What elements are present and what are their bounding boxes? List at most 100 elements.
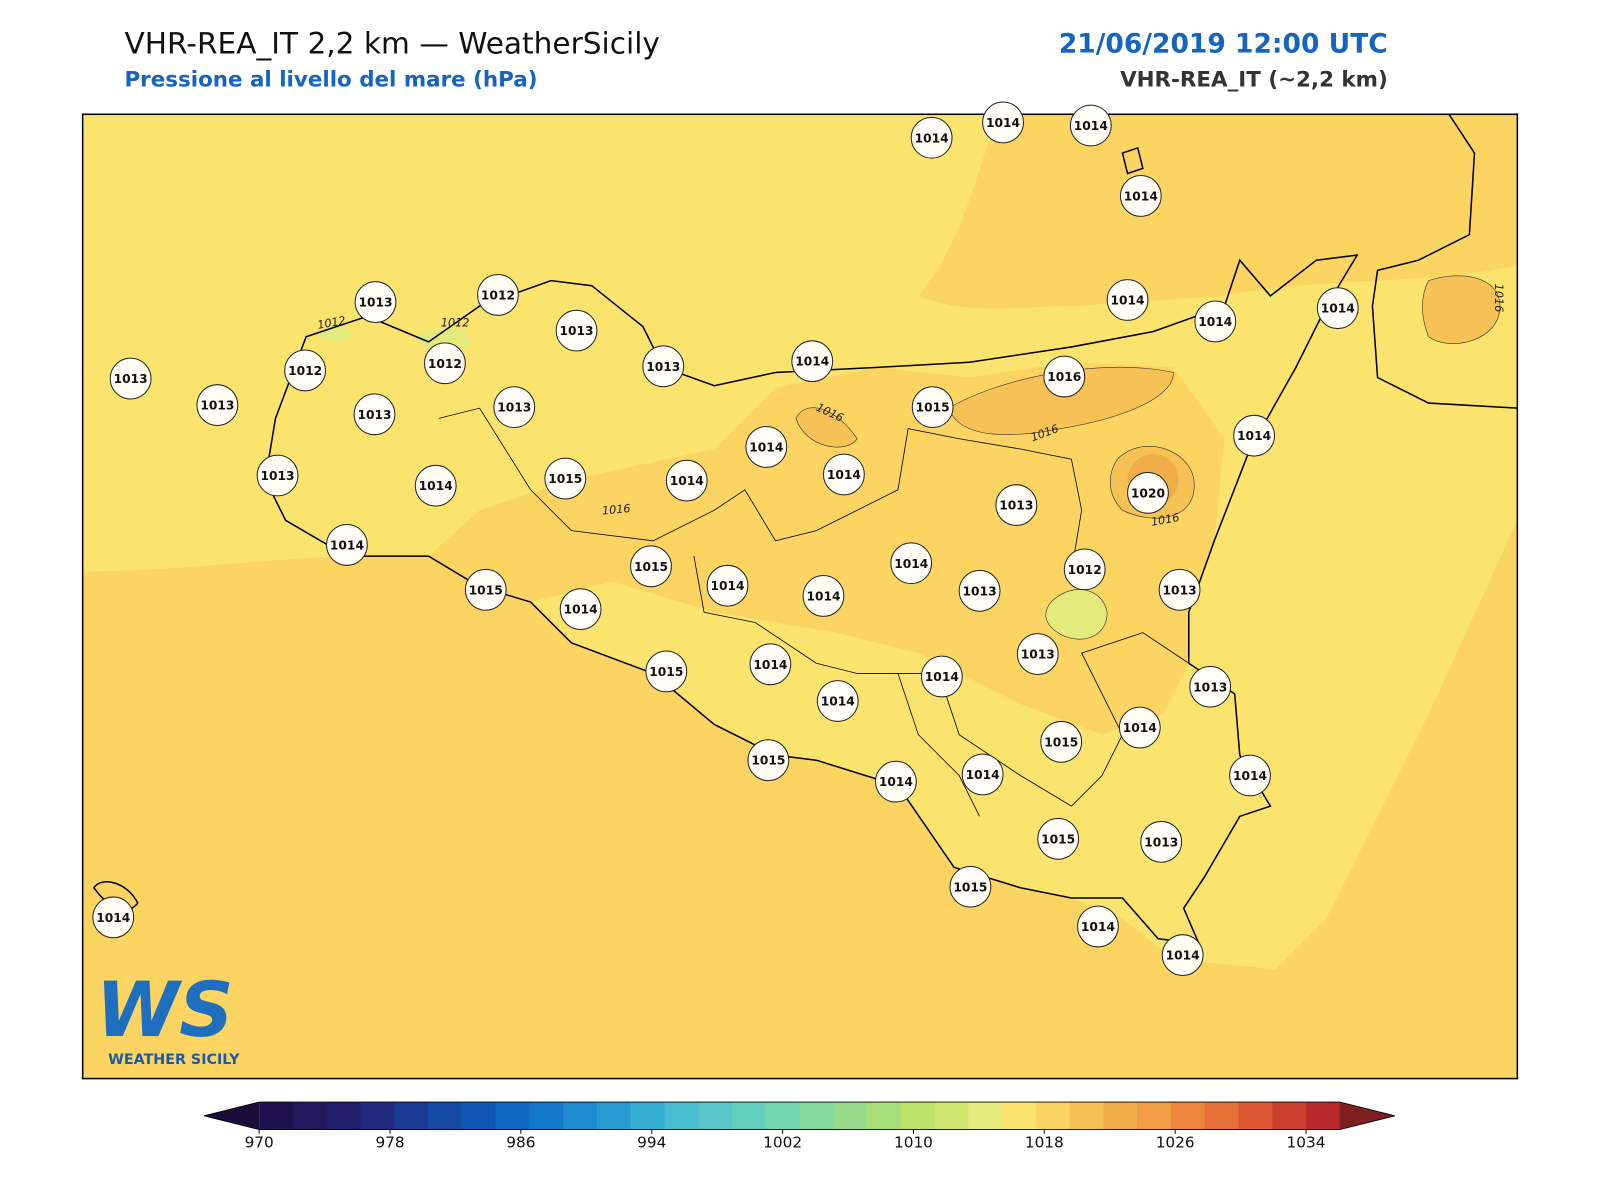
station-marker <box>353 393 396 436</box>
station-value: 1013 <box>114 372 148 386</box>
contour-label: 1016 <box>601 502 631 517</box>
station-value: 1020 <box>1131 486 1165 500</box>
station-value: 1013 <box>200 399 234 413</box>
station-value: 1013 <box>1021 648 1055 662</box>
station-value: 1013 <box>963 584 997 598</box>
subtitle: Pressione al livello del mare (hPa) <box>124 68 537 93</box>
colorbar-segment <box>968 1102 1003 1130</box>
colorbar-segment <box>1069 1102 1104 1130</box>
station-marker <box>1040 720 1083 763</box>
station-value: 1013 <box>646 360 680 374</box>
station-marker <box>1229 754 1271 797</box>
station-value: 1015 <box>953 880 987 894</box>
colorbar-tick-label: 1034 <box>1287 1133 1326 1151</box>
colorbar-extend-low <box>204 1102 260 1130</box>
station-marker <box>256 454 299 497</box>
station-value: 1012 <box>428 357 462 371</box>
colorbar-segment <box>292 1102 328 1130</box>
station-value: 1014 <box>419 479 453 493</box>
station-marker <box>1140 820 1183 863</box>
pressure-area <box>948 366 1174 435</box>
station-marker <box>109 357 152 400</box>
station-value: 1014 <box>749 440 783 454</box>
colorbar-tick-label: 978 <box>375 1133 404 1151</box>
colorbar-segment <box>529 1102 564 1130</box>
logo: WS WEATHER SICILY <box>96 966 240 1068</box>
colorbar-segment <box>461 1102 497 1130</box>
pressure-area <box>1422 275 1501 344</box>
station-marker <box>802 575 845 617</box>
station-marker <box>1194 300 1237 343</box>
station-value: 1012 <box>1068 563 1102 577</box>
station-marker <box>1158 568 1201 611</box>
station-marker <box>1063 548 1106 591</box>
station-value: 1014 <box>915 131 949 145</box>
station-value: 1014 <box>1124 189 1158 203</box>
station-value: 1015 <box>1041 832 1075 846</box>
logo-caption: WEATHER SICILY <box>108 1052 240 1068</box>
station-marker <box>920 655 963 698</box>
colorbar-segment <box>1272 1102 1307 1130</box>
pressure-area <box>795 407 858 448</box>
station-value: 1013 <box>999 499 1033 513</box>
map-frame <box>81 113 1519 1080</box>
station-value: 1013 <box>497 401 531 415</box>
colorbar-segment <box>1002 1102 1037 1130</box>
station-value: 1014 <box>564 603 598 617</box>
station-marker <box>911 386 954 429</box>
colorbar-tick-label: 1018 <box>1025 1133 1064 1151</box>
coastline <box>1121 146 1144 175</box>
station-value: 1014 <box>795 355 829 369</box>
contour-label: 1012 <box>316 314 346 332</box>
station-marker <box>464 568 507 611</box>
station-marker <box>1077 905 1119 948</box>
colorbar-segment <box>326 1102 362 1130</box>
title: VHR-REA_IT 2,2 km — WeatherSicily <box>124 26 659 60</box>
colorbar-segment <box>765 1102 800 1130</box>
station-value: 1014 <box>1233 769 1267 783</box>
colorbar-outline <box>203 1101 1395 1131</box>
colorbar-segment <box>394 1102 429 1130</box>
station-value: 1014 <box>827 468 861 482</box>
station-marker <box>1016 633 1059 675</box>
colorbar-segment <box>1204 1102 1239 1130</box>
colorbar-segment <box>1103 1102 1138 1130</box>
station-value: 1014 <box>894 557 928 571</box>
colorbar-segment <box>833 1102 868 1130</box>
station-value: 1015 <box>548 472 582 486</box>
station-marker <box>1118 706 1161 749</box>
station-value: 1014 <box>806 589 840 603</box>
pressure-area <box>918 114 1518 309</box>
station-marker <box>493 386 536 429</box>
station-value: 1013 <box>1163 583 1197 597</box>
station-value: 1013 <box>358 296 392 310</box>
station-value: 1015 <box>916 401 950 415</box>
station-value: 1014 <box>1237 429 1271 443</box>
colorbar-segment <box>698 1102 733 1130</box>
station-value: 1013 <box>1193 680 1227 694</box>
station-marker <box>1316 287 1359 330</box>
station-marker <box>747 739 790 782</box>
station-value: 1014 <box>96 911 130 925</box>
station-value: 1013 <box>357 408 391 422</box>
contour-label: 1016 <box>1492 284 1505 313</box>
station-marker <box>875 760 917 803</box>
colorbar: 970 978 986 994 1002 1010 1018 1026 1034 <box>203 1101 1395 1151</box>
colorbar-tick-label: 1002 <box>763 1133 802 1151</box>
station-marker <box>414 464 457 507</box>
station-value: 1015 <box>649 665 683 679</box>
station-value: 1013 <box>559 324 593 338</box>
station-marker <box>958 569 1001 612</box>
colorbar-segment <box>1170 1102 1206 1130</box>
colorbar-segment <box>1137 1102 1172 1130</box>
station-marker <box>1189 665 1232 708</box>
station-marker <box>982 101 1024 144</box>
colorbar-tick-label: 970 <box>245 1133 274 1151</box>
station-value: 1014 <box>1081 920 1115 934</box>
colorbar-segment <box>799 1102 834 1130</box>
colorbar-segment <box>360 1102 395 1130</box>
station-marker <box>949 865 992 908</box>
colorbar-extend-high <box>1339 1102 1395 1130</box>
station-marker <box>92 896 135 939</box>
